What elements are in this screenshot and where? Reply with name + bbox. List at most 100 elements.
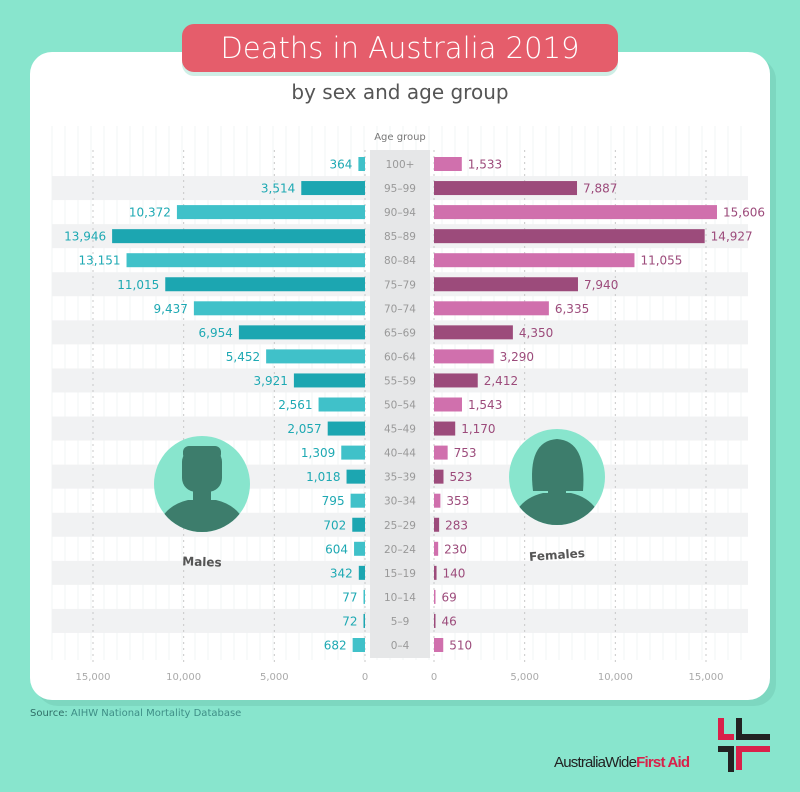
female-value-label: 7,940 [584, 278, 618, 292]
female-bar [434, 157, 462, 171]
male-bar [266, 349, 365, 364]
age-group-header: Age group [374, 132, 426, 143]
age-group-label: 80–84 [384, 255, 416, 267]
male-bar [176, 205, 365, 220]
male-bar [193, 301, 365, 316]
male-value-label: 342 [330, 566, 353, 580]
female-value-label: 14,927 [711, 230, 753, 244]
age-group-label: 95–99 [384, 183, 416, 195]
female-bar [434, 373, 478, 388]
male-bar [363, 613, 365, 628]
avatar-hair [532, 439, 584, 491]
x-tick-label: 10,000 [166, 672, 201, 683]
male-value-label: 3,514 [261, 182, 295, 196]
female-avatar: Females [509, 429, 605, 564]
female-value-label: 1,533 [468, 158, 502, 172]
female-value-label: 1,543 [468, 398, 502, 412]
male-bar [318, 397, 365, 412]
male-value-label: 11,015 [117, 278, 159, 292]
male-bar [363, 589, 365, 604]
male-value-label: 6,954 [199, 326, 233, 340]
x-tick-label: 0 [362, 672, 368, 683]
female-bar [434, 277, 578, 292]
female-bar [434, 517, 440, 532]
male-bar [126, 253, 365, 268]
female-bar [434, 349, 494, 364]
male-bar [352, 517, 365, 532]
female-value-label: 140 [443, 566, 466, 580]
male-bar [165, 277, 365, 292]
x-tick-label: 15,000 [76, 672, 111, 683]
age-group-label: 55–59 [384, 375, 416, 387]
female-value-label: 283 [445, 518, 468, 532]
age-group-label: 65–69 [384, 327, 416, 339]
company-logo: AustraliaWideFirst Aid [554, 718, 774, 774]
x-tick-label: 15,000 [689, 672, 724, 683]
male-value-label: 2,561 [278, 398, 312, 412]
age-group-label: 10–14 [384, 592, 416, 604]
male-value-label: 5,452 [226, 350, 260, 364]
male-bar [350, 493, 365, 508]
female-bar [434, 229, 705, 244]
female-value-label: 11,055 [640, 254, 682, 268]
x-tick-label: 0 [431, 672, 437, 683]
male-value-label: 604 [325, 542, 348, 556]
age-group-label: 90–94 [384, 207, 416, 219]
age-group-label: 100+ [386, 159, 415, 171]
female-bar [434, 493, 441, 508]
butterfly-chart: Age group 100+ 364 1,533 95–99 3,514 7,887 90–9… [51, 126, 765, 683]
male-bar [293, 373, 365, 388]
male-bar [238, 325, 365, 340]
female-bar [434, 541, 439, 556]
male-bar [358, 157, 365, 171]
male-avatar: Males [154, 436, 250, 570]
female-value-label: 753 [454, 446, 477, 460]
female-value-label: 46 [442, 614, 457, 628]
age-group-label: 5–9 [391, 616, 410, 628]
age-group-label: 35–39 [384, 472, 416, 484]
male-value-label: 3,921 [254, 374, 288, 388]
age-group-label: 25–29 [384, 520, 416, 532]
male-value-label: 13,946 [64, 230, 106, 244]
first-aid-cross-icon [718, 718, 770, 772]
male-value-label: 364 [329, 158, 352, 172]
male-value-label: 10,372 [129, 206, 171, 220]
female-value-label: 6,335 [555, 302, 589, 316]
age-group-column [370, 150, 430, 658]
age-group-label: 15–19 [384, 568, 416, 580]
male-value-label: 77 [342, 590, 357, 604]
source-note: Source: AIHW National Mortality Database [30, 708, 242, 719]
x-tick-label: 5,000 [260, 672, 289, 683]
female-bar [434, 253, 635, 268]
female-value-label: 353 [446, 494, 469, 508]
age-group-label: 20–24 [384, 544, 416, 556]
female-bar [434, 565, 437, 580]
female-bar [434, 638, 444, 652]
male-value-label: 9,437 [154, 302, 188, 316]
age-group-label: 40–44 [384, 448, 416, 460]
male-bar [352, 638, 365, 652]
x-tick-label: 10,000 [598, 672, 633, 683]
female-value-label: 15,606 [723, 206, 765, 220]
female-value-label: 3,290 [500, 350, 534, 364]
avatar-label: Females [529, 546, 586, 564]
female-value-label: 523 [449, 470, 472, 484]
female-bar [434, 181, 578, 196]
female-bar [434, 421, 456, 436]
female-value-label: 230 [444, 542, 467, 556]
female-value-label: 510 [449, 639, 472, 653]
age-group-label: 60–64 [384, 351, 416, 363]
female-bar [434, 325, 513, 340]
female-value-label: 7,887 [583, 182, 617, 196]
male-value-label: 72 [342, 614, 357, 628]
chart-subtitle: by sex and age group [291, 80, 509, 104]
age-group-label: 75–79 [384, 279, 416, 291]
male-value-label: 1,018 [306, 470, 340, 484]
female-value-label: 4,350 [519, 326, 553, 340]
male-value-label: 682 [324, 639, 347, 653]
female-bar [434, 589, 436, 604]
chart-title: Deaths in Australia 2019 [182, 24, 618, 72]
male-value-label: 2,057 [287, 422, 321, 436]
male-bar [354, 541, 365, 556]
x-tick-label: 5,000 [510, 672, 539, 683]
